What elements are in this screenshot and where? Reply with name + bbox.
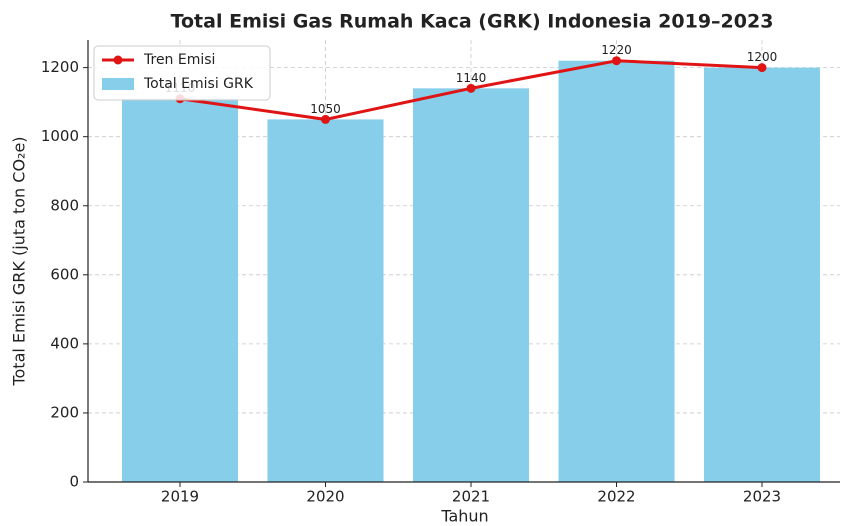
- legend-label: Tren Emisi: [143, 52, 215, 68]
- legend-box: [93, 45, 271, 101]
- legend-swatch: [102, 78, 134, 90]
- data-label: 1200: [747, 50, 778, 64]
- x-tick-label: 2021: [452, 488, 490, 506]
- point: [612, 56, 621, 66]
- data-label: 1050: [310, 102, 341, 116]
- point: [321, 114, 330, 124]
- legend-label: Total Emisi GRK: [143, 76, 254, 92]
- bar: [413, 88, 529, 482]
- y-tick-label: 400: [50, 334, 79, 352]
- y-tick-label: 1200: [41, 58, 79, 76]
- x-tick-label: 2020: [306, 488, 344, 506]
- bar: [704, 67, 820, 482]
- point: [757, 63, 767, 73]
- x-tick-label: 2023: [743, 488, 781, 506]
- y-tick-label: 200: [50, 403, 79, 421]
- bar: [122, 98, 238, 482]
- x-axis-label: Tahun: [440, 507, 488, 526]
- chart-title: Total Emisi Gas Rumah Kaca (GRK) Indones…: [171, 11, 774, 33]
- legend: Tren Emisi Total Emisi GRK: [93, 45, 271, 101]
- bar: [267, 119, 384, 482]
- y-axis-label: Total Emisi GRK (juta ton CO₂e): [10, 136, 29, 386]
- y-tick-label: 0: [69, 473, 79, 491]
- data-label: 1220: [601, 43, 632, 57]
- data-label: 1140: [456, 71, 487, 85]
- y-tick-label: 600: [50, 265, 79, 283]
- point: [466, 83, 476, 93]
- x-tick-label: 2022: [597, 488, 635, 506]
- bar: [558, 60, 675, 482]
- y-tick-label: 1000: [41, 127, 79, 145]
- y-tick-label: 800: [50, 196, 79, 214]
- x-tick-label: 2019: [161, 488, 199, 506]
- legend-swatch: [113, 55, 123, 65]
